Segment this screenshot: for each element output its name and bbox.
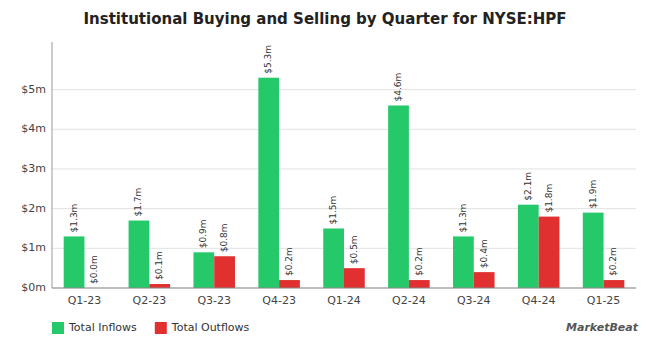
x-tick-label: Q2-23 xyxy=(133,294,167,307)
data-label: $1.9m xyxy=(588,180,598,209)
x-tick-label: Q4-23 xyxy=(262,294,296,307)
data-label: $0.5m xyxy=(349,235,359,264)
x-axis-line xyxy=(52,288,636,289)
x-tick-label: Q1-25 xyxy=(587,294,621,307)
x-tick-label: Q3-24 xyxy=(457,294,491,307)
chart-svg: Institutional Buying and Selling by Quar… xyxy=(0,0,650,350)
bar xyxy=(344,268,365,288)
x-tick-label: Q3-23 xyxy=(197,294,231,307)
y-tick-label: $1m xyxy=(21,241,46,254)
legend-swatch xyxy=(52,322,64,334)
grid-line xyxy=(52,89,636,90)
bar xyxy=(604,280,625,288)
x-tick-label: Q4-24 xyxy=(522,294,556,307)
bar xyxy=(214,256,235,288)
x-tick-label: Q1-23 xyxy=(68,294,102,307)
data-label: $1.5m xyxy=(328,196,338,225)
legend-swatch xyxy=(155,322,167,334)
title: Institutional Buying and Selling by Quar… xyxy=(84,10,567,28)
y-tick-label: $4m xyxy=(21,122,46,135)
bar xyxy=(518,205,539,288)
data-label: $2.1m xyxy=(523,172,533,201)
data-label: $1.3m xyxy=(69,204,79,233)
x-tick-label: Q1-24 xyxy=(327,294,361,307)
data-label: $0.9m xyxy=(198,219,208,248)
y-tick-label: $3m xyxy=(21,162,46,175)
data-label: $1.8m xyxy=(544,184,554,213)
data-label: $0.2m xyxy=(608,247,618,276)
bars xyxy=(64,78,625,288)
data-label: $0.0m xyxy=(89,255,99,284)
chart-container: Institutional Buying and Selling by Quar… xyxy=(0,0,650,350)
data-label: $0.8m xyxy=(219,223,229,252)
bar xyxy=(409,280,430,288)
bar xyxy=(258,78,279,288)
data-label: $1.3m xyxy=(458,204,468,233)
legend: Total Inflows Total Outflows xyxy=(52,321,250,334)
x-tick-label: Q2-24 xyxy=(392,294,426,307)
bar xyxy=(279,280,300,288)
data-label: $1.7m xyxy=(133,188,143,217)
bar xyxy=(129,221,150,288)
grid-line xyxy=(52,288,636,289)
bar xyxy=(583,213,604,288)
watermark: MarketBeat xyxy=(566,321,639,334)
bar xyxy=(474,272,495,288)
y-tick-label: $2m xyxy=(21,202,46,215)
bar xyxy=(193,252,214,288)
data-label: $0.1m xyxy=(154,251,164,280)
y-axis-line xyxy=(52,42,53,288)
data-label: $5.3m xyxy=(263,45,273,74)
legend-label: Total Inflows xyxy=(68,321,137,334)
bar xyxy=(149,284,170,288)
legend-label: Total Outflows xyxy=(171,321,250,334)
data-labels: $1.3m $1.7m $0.9m $5.3m $1.5m $4.6m $1.3m $2.1m… xyxy=(69,45,619,284)
grid-line xyxy=(52,168,636,169)
bar xyxy=(323,228,344,288)
data-label: $0.2m xyxy=(414,247,424,276)
bar xyxy=(388,105,409,288)
y-tick-label: $0m xyxy=(21,281,46,294)
grid-line xyxy=(52,129,636,130)
bar xyxy=(64,236,85,288)
data-label: $0.2m xyxy=(284,247,294,276)
bar xyxy=(539,217,560,288)
data-label: $4.6m xyxy=(393,73,403,102)
y-tick-label: $5m xyxy=(21,83,46,96)
bar xyxy=(453,236,474,288)
data-label: $0.4m xyxy=(479,239,489,268)
grid xyxy=(52,90,636,288)
